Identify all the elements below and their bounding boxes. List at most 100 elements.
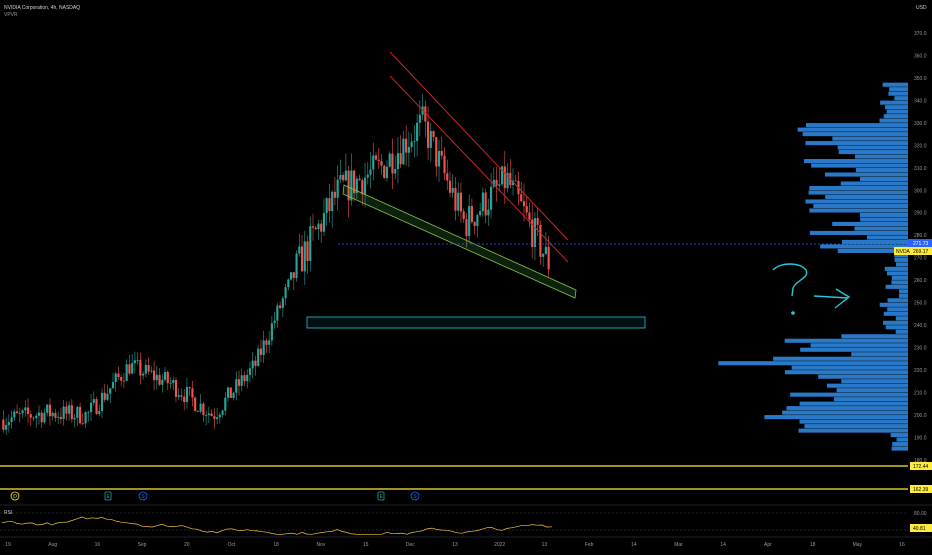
candle-body <box>465 219 468 237</box>
volume-profile-bar <box>898 293 908 298</box>
candle-body <box>224 397 227 411</box>
candle-body <box>355 178 358 194</box>
candle-body <box>62 406 65 420</box>
volume-profile-bar <box>811 163 908 168</box>
candle-body <box>259 348 262 355</box>
candle-body <box>498 184 501 186</box>
candle-body <box>21 410 24 414</box>
split-icon[interactable]: S <box>410 491 420 501</box>
candle-body <box>331 191 334 212</box>
candle-body <box>350 170 353 201</box>
volume-profile-bar <box>832 136 908 141</box>
earnings-icon[interactable]: E <box>377 491 385 501</box>
candle-body <box>511 180 515 186</box>
symbol-tag-label: NVDA <box>896 249 911 255</box>
candle-body <box>503 166 506 189</box>
price-tick-label: 180.0 <box>914 458 927 464</box>
volume-profile-bar <box>895 262 908 267</box>
candle-body <box>163 372 167 380</box>
candle-body <box>18 413 21 414</box>
volume-profile-bar <box>790 392 908 397</box>
candle-body <box>383 165 386 178</box>
candle-body <box>435 137 438 167</box>
candle-body <box>528 212 531 220</box>
volume-profile-bar <box>841 334 908 339</box>
candle-body <box>229 387 232 398</box>
demand-zone-rectangle[interactable] <box>306 316 646 329</box>
question-mark-dot[interactable] <box>791 311 795 315</box>
candle-body <box>531 219 534 247</box>
time-tick-label: 19 <box>5 542 11 548</box>
price-tags: 271.73 NVDA 269.17 172.44 162.39 <box>894 239 932 493</box>
volume-profile-bar <box>809 185 908 191</box>
candle-body <box>399 153 402 165</box>
vpvr-indicator-label[interactable]: VPVR <box>4 12 18 18</box>
time-axis[interactable]: 19 Aug 16 Sep 20 Oct 18 Nov 15 Dec 13 2022 13 Feb 14 Ma… <box>5 542 905 548</box>
candle-body <box>495 179 498 186</box>
candlestick-series <box>2 93 550 436</box>
candle-body <box>246 374 249 382</box>
rsi-pane[interactable]: RSI 80.00 40.81 <box>0 504 932 538</box>
time-tick-label: Aug <box>48 542 57 548</box>
candle-body <box>54 412 57 418</box>
candle-body <box>84 412 87 424</box>
volume-profile-bar <box>851 352 908 357</box>
candle-body <box>114 373 117 383</box>
wedge-upper-trendline[interactable] <box>389 51 569 241</box>
candle-body <box>547 246 550 270</box>
candle-body <box>391 153 394 174</box>
candle-body <box>70 405 73 420</box>
candle-body <box>207 413 210 416</box>
candle-body <box>7 422 10 425</box>
dividend-icon[interactable]: D <box>10 491 20 501</box>
candle-body <box>177 395 180 397</box>
volume-profile-bar <box>895 316 908 321</box>
candle-body <box>237 379 241 386</box>
volume-profile-bar <box>886 109 908 114</box>
candle-body <box>103 392 106 400</box>
arrow-drawing[interactable] <box>813 288 851 309</box>
drawing-layer[interactable] <box>0 51 932 490</box>
candle-body <box>122 380 125 382</box>
volume-profile-bar <box>854 154 908 159</box>
candle-body <box>405 138 408 153</box>
volume-profile-bar <box>809 230 908 235</box>
candle-body <box>73 417 76 420</box>
candle-body <box>131 363 134 374</box>
candle-body <box>457 192 460 211</box>
volume-profile-bar <box>785 370 908 375</box>
price-tick-label: 290.0 <box>914 211 927 217</box>
time-tick-label: Feb <box>585 542 594 548</box>
close-price-tag <box>910 247 932 255</box>
candle-body <box>169 382 172 384</box>
volume-profile-bar <box>824 172 908 177</box>
volume-profile-bar <box>837 248 908 253</box>
volume-profile-bar <box>834 397 908 402</box>
candle-body <box>2 419 5 430</box>
candle-body <box>24 407 27 411</box>
volume-profile-bar <box>805 199 908 204</box>
wedge-upper-inner-trendline[interactable] <box>389 75 569 263</box>
price-tick-label: 360.0 <box>914 53 927 59</box>
candle-body <box>388 153 391 167</box>
wedge-lower-channel[interactable] <box>342 184 577 299</box>
question-mark-drawing[interactable] <box>772 263 808 297</box>
candle-body <box>133 360 136 364</box>
event-markers[interactable]: D E S E S <box>10 491 420 501</box>
candle-body <box>284 287 287 299</box>
volume-profile-bar <box>891 446 908 451</box>
earnings-icon[interactable]: E <box>104 491 112 501</box>
candle-body <box>325 198 328 214</box>
candle-body <box>544 246 547 254</box>
rsi-value-label: 40.81 <box>913 526 926 532</box>
price-tick-label: 200.0 <box>914 413 927 419</box>
volume-profile-bar <box>798 428 908 433</box>
candle-body <box>300 246 304 272</box>
price-axis[interactable]: 370.0 360.0 350.0 340.0 330.0 320.0 310.0 300.0… <box>914 31 927 464</box>
volume-profile-bar <box>885 284 908 289</box>
volume-profile-bar <box>764 415 908 420</box>
volume-profile-bar <box>899 289 908 294</box>
split-icon[interactable]: S <box>138 491 148 501</box>
